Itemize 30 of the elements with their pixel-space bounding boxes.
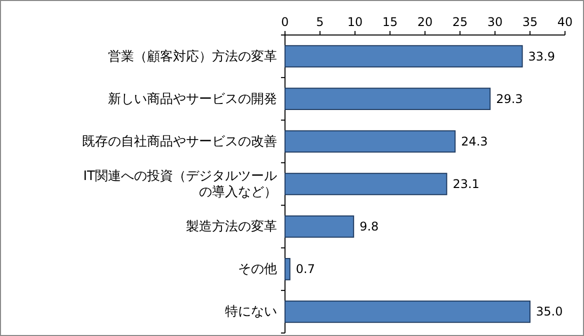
bar <box>284 215 354 238</box>
data-label: 35.0 <box>536 304 563 319</box>
x-tick-label: 15 <box>382 15 398 29</box>
bar <box>284 172 448 196</box>
y-tick-label: 特にない <box>225 304 277 320</box>
data-label: 23.1 <box>452 177 480 191</box>
x-tick-label: 35 <box>522 15 538 29</box>
x-tick-label: 40 <box>557 15 573 29</box>
y-tick-label: その他 <box>238 262 277 278</box>
bar <box>284 300 530 323</box>
bar <box>284 45 523 68</box>
data-label: 24.3 <box>461 134 488 148</box>
bar <box>284 88 491 110</box>
x-tick-label: 5 <box>316 15 324 29</box>
data-label: 33.9 <box>528 49 556 64</box>
x-tick-label: 20 <box>417 15 433 29</box>
bar <box>284 258 290 280</box>
data-label: 29.3 <box>496 92 523 106</box>
x-tick-label: 0 <box>281 15 289 29</box>
y-tick-label: 営業（顧客対応）方法の変革 <box>108 48 277 64</box>
y-tick-label: IT関連への投資（デジタルツールの導入など） <box>83 169 277 200</box>
y-tick-label: 製造方法の変革 <box>186 218 277 235</box>
y-tick-label: 既存の自社商品やサービスの改善 <box>82 133 277 150</box>
x-tick-label: 10 <box>347 15 363 29</box>
data-label: 0.7 <box>296 262 315 276</box>
x-tick-label: 25 <box>452 15 468 29</box>
bar <box>284 130 456 153</box>
data-label: 9.8 <box>360 220 379 234</box>
x-tick-label: 30 <box>487 15 503 29</box>
y-tick-label: 新しい商品やサービスの開発 <box>108 92 277 107</box>
